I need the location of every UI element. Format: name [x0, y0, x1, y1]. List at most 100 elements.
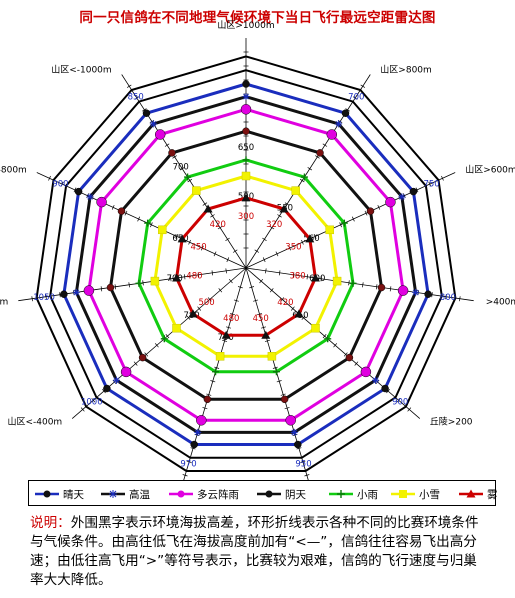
- axis-tick: [210, 380, 216, 383]
- axis-label: 山区<-800m: [0, 165, 27, 176]
- data-label: 700: [173, 162, 189, 172]
- axis-tick: [126, 84, 132, 88]
- data-point: [397, 285, 409, 296]
- axis-tick: [197, 272, 200, 278]
- data-label: 850: [128, 92, 144, 102]
- data-point: [117, 207, 126, 215]
- axis-tick: [431, 292, 433, 298]
- data-point: [190, 440, 198, 449]
- axis-tick: [228, 278, 233, 284]
- axis-tick: [80, 407, 85, 412]
- axis-tick: [253, 299, 259, 302]
- axis-tick: [315, 155, 320, 159]
- data-point: [184, 173, 192, 181]
- axis-tick: [284, 407, 290, 410]
- axis-tick: [230, 313, 235, 316]
- axis-tick: [269, 288, 274, 293]
- series-雾天: 300 320 350 380 420 450 480 500 480 450 420: [172, 193, 320, 339]
- data-point: [424, 290, 432, 298]
- axis-tick: [202, 407, 208, 410]
- axis-tick: [301, 239, 304, 245]
- axis-tick: [407, 407, 412, 412]
- series-layer: 700 750 800 900 950 970 1000 1050 900 850 650 700 50…: [33, 80, 456, 470]
- axis-tick: [333, 343, 338, 348]
- axis-tick: [187, 178, 193, 183]
- data-point: [60, 290, 68, 298]
- data-point: [261, 330, 271, 339]
- data-point: [326, 129, 338, 140]
- axis-tick: [269, 226, 275, 230]
- data-point: [74, 187, 83, 196]
- data-point: [267, 352, 277, 361]
- axis-tick: [307, 167, 313, 171]
- axis-tick: [257, 313, 262, 316]
- axis-label: 山区<-400m: [7, 417, 62, 428]
- axis-tick: [188, 239, 191, 245]
- axis-tick: [352, 96, 358, 100]
- data-point: [294, 309, 304, 318]
- axis-tick: [343, 352, 348, 357]
- axis-tick: [137, 216, 141, 222]
- axis-tick: [261, 326, 266, 329]
- axis-tick: [445, 294, 447, 300]
- data-point: [135, 279, 143, 287]
- data-point: [381, 384, 389, 393]
- data-point: [242, 156, 250, 164]
- axis-tick: [172, 155, 177, 159]
- data-point: [241, 171, 251, 181]
- series-line: [87, 107, 405, 422]
- data-label: 650: [238, 143, 254, 153]
- axis-tick: [207, 297, 212, 302]
- data-point: [72, 288, 80, 296]
- axis-tick: [299, 178, 305, 183]
- axis-tick: [375, 284, 378, 290]
- data-point: [196, 415, 207, 426]
- data-point: [316, 149, 324, 157]
- legend-item: 小雪: [391, 489, 440, 501]
- data-point: [158, 225, 167, 235]
- axis-tick: [275, 251, 279, 257]
- axis-tick: [213, 251, 217, 257]
- axis-tick: [60, 181, 64, 187]
- data-point: [280, 395, 289, 404]
- legend-marker: [399, 490, 407, 498]
- axis-tick: [222, 339, 228, 342]
- data-point: [324, 335, 332, 343]
- axis-tick: [91, 398, 96, 403]
- axis-tick: [164, 143, 170, 147]
- axis-tick: [124, 210, 128, 216]
- axis-tick: [45, 294, 47, 300]
- data-point: [325, 225, 334, 235]
- series-line: [153, 174, 339, 358]
- data-label: 380: [289, 271, 305, 281]
- axis-line: [18, 267, 247, 302]
- axis-tick: [396, 398, 401, 403]
- data-label: 950: [295, 460, 311, 470]
- legend-marker: [109, 490, 117, 498]
- data-point: [177, 234, 187, 243]
- data-point: [240, 104, 252, 115]
- series-多云阵雨: [83, 104, 409, 426]
- data-point: [203, 395, 212, 404]
- note-lead: 说明：: [30, 515, 71, 531]
- axis-line: [183, 267, 247, 480]
- data-label: 420: [277, 298, 293, 308]
- data-point: [142, 109, 151, 117]
- data-point: [168, 149, 176, 157]
- axis-label: 丘陵>200: [430, 417, 473, 428]
- axis-tick: [428, 181, 432, 187]
- data-point: [242, 127, 250, 135]
- data-point: [345, 353, 354, 362]
- data-label: 750: [423, 179, 439, 189]
- axis-tick: [114, 284, 117, 290]
- axis-tick: [226, 257, 230, 263]
- data-point: [192, 186, 201, 195]
- axis-tick: [237, 286, 243, 289]
- axis-tick: [300, 460, 306, 463]
- axis-tick: [202, 202, 208, 206]
- axis-tick: [296, 447, 302, 450]
- axis-tick: [259, 278, 264, 284]
- axis-tick: [31, 296, 33, 302]
- data-label: 350: [285, 242, 301, 252]
- data-point: [300, 173, 308, 181]
